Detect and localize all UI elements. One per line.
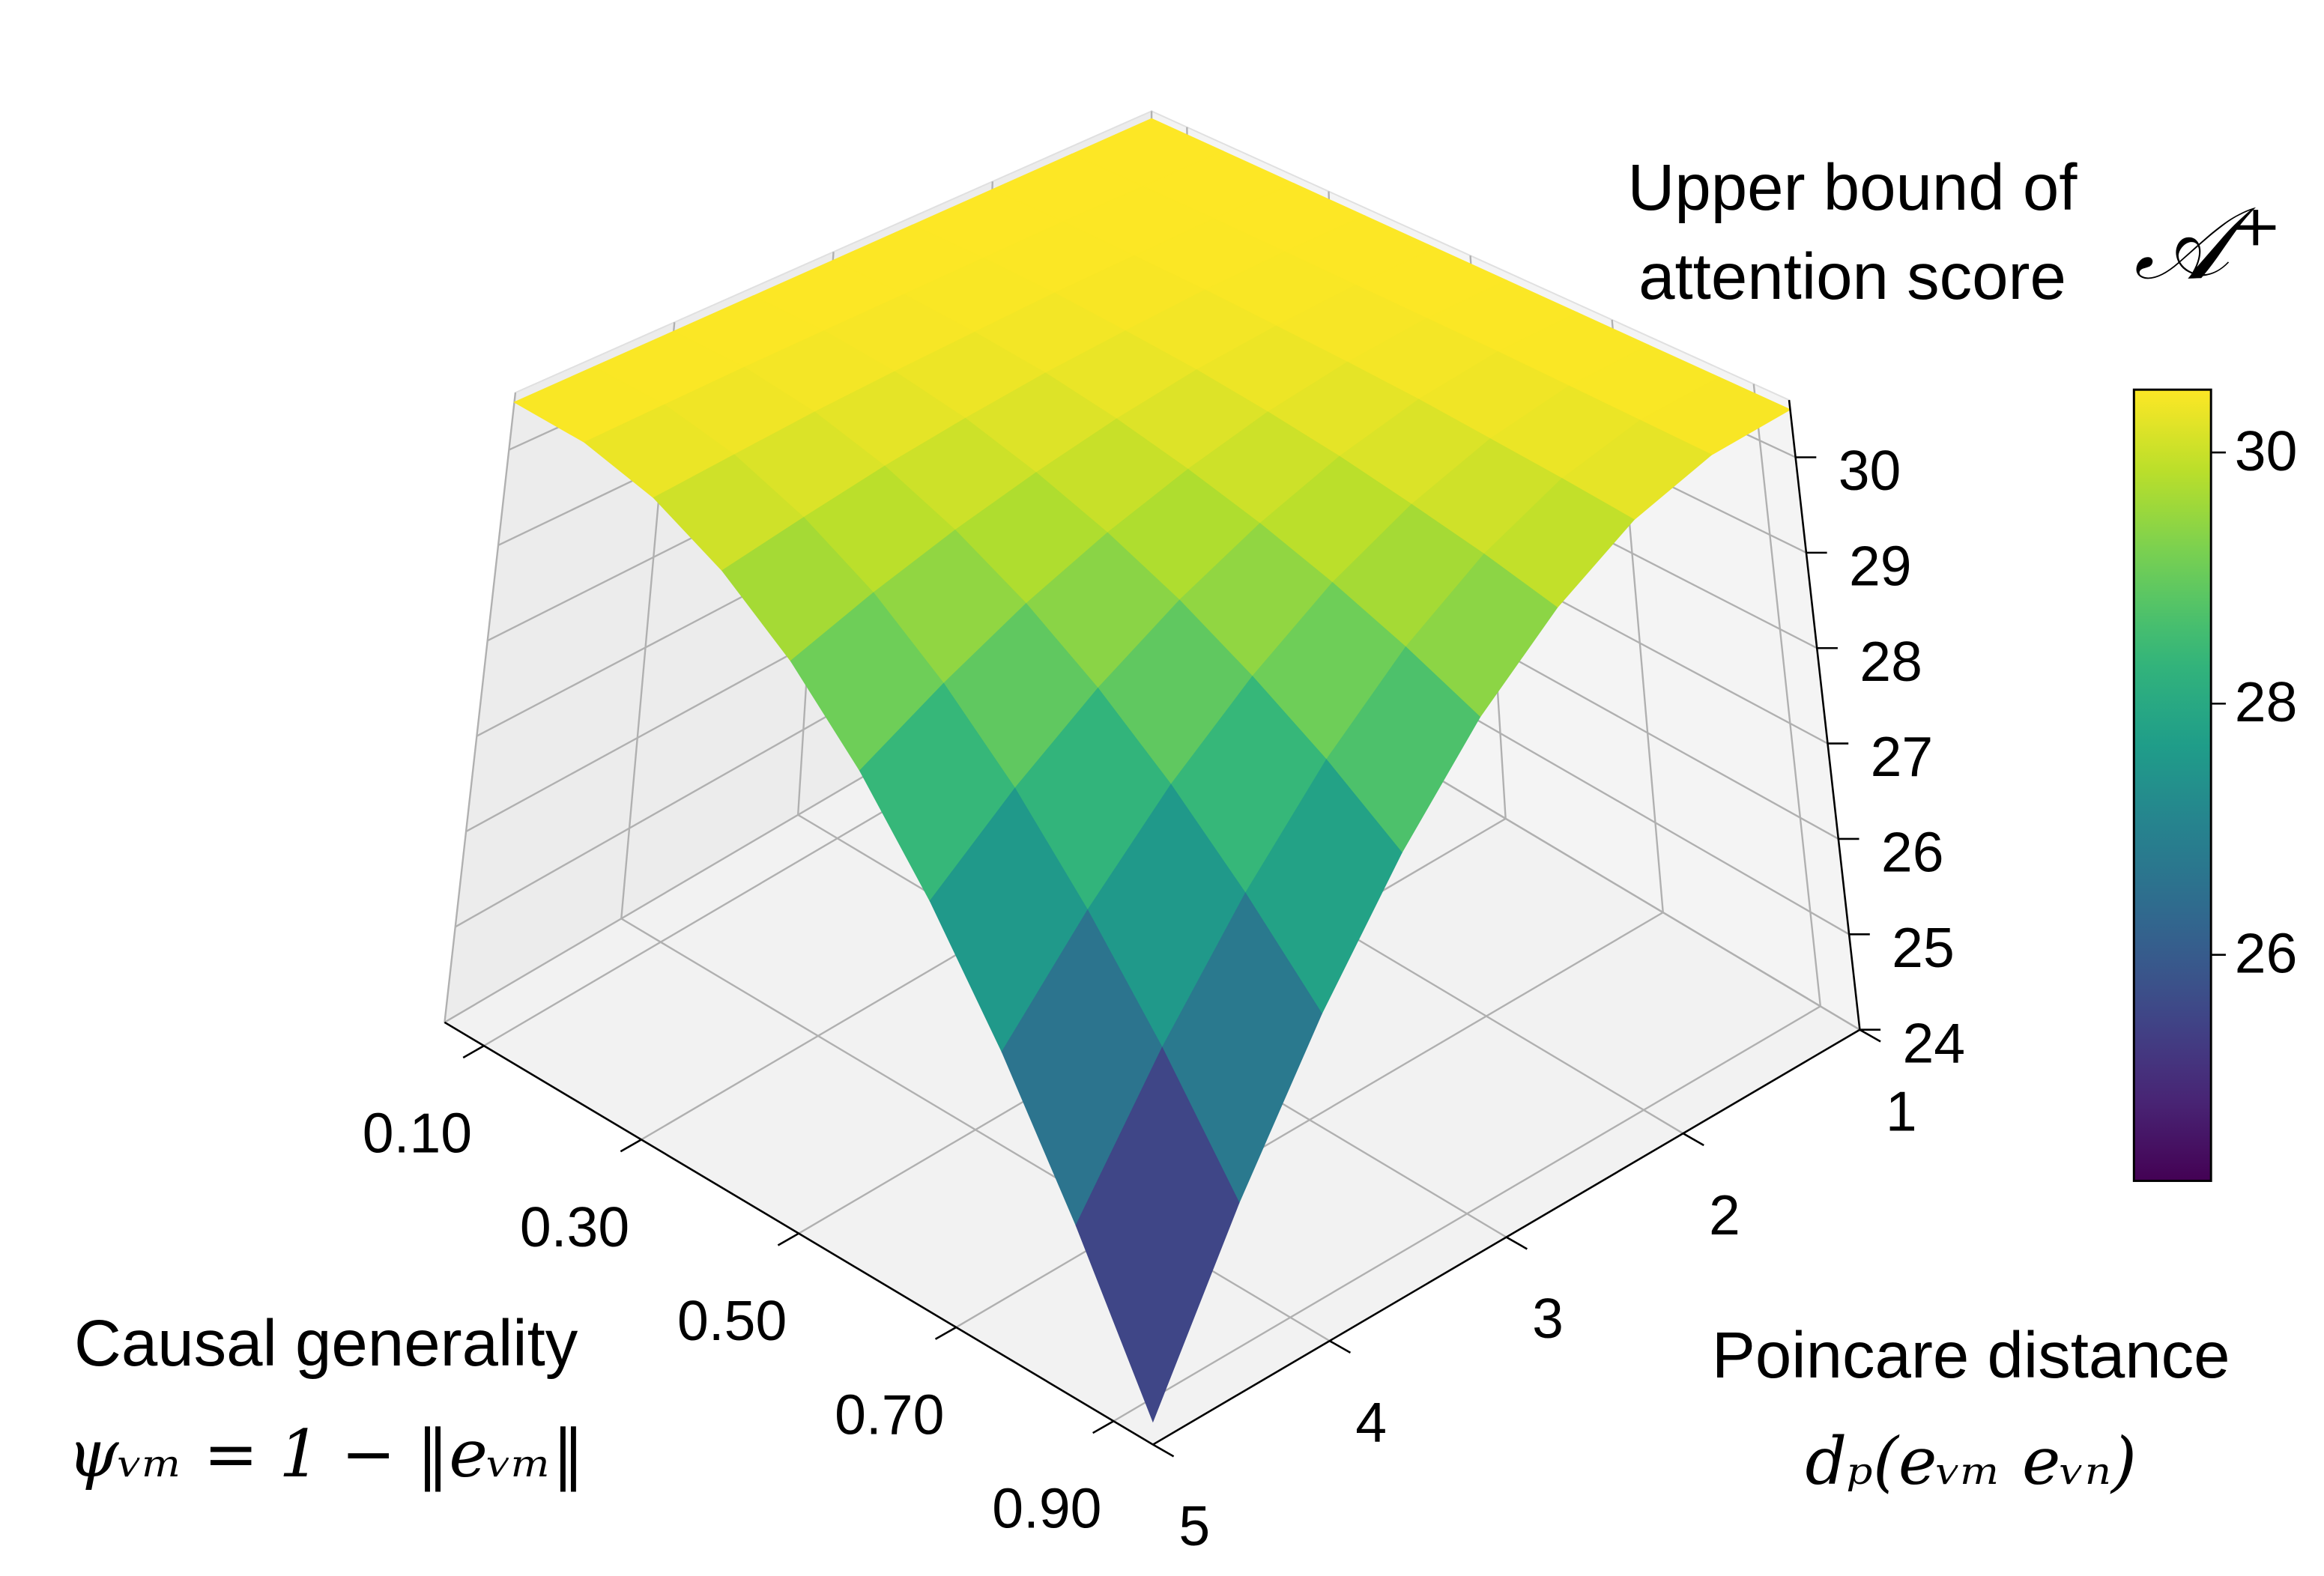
z-tick-label: 29 [1849,534,1912,597]
grid-line [1752,384,1822,1007]
colorbar-tick-label: 28 [2235,670,2298,733]
axes: 0.10 0.30 0.50 0.70 0.90 1 2 3 4 5 24 25 26 27 28 29 30 [363,399,1965,1557]
x-tick-label: 0.10 [363,1102,472,1165]
title-line: attention score [1638,240,2066,313]
y-label: Poincare distance [1712,1319,2230,1392]
x-tick-label: 0.90 [992,1477,1101,1540]
colorbar [2132,388,2212,1182]
colorbar-tick-label: 26 [2235,921,2298,984]
x-tick [1092,1420,1114,1434]
z-axis-line [1788,399,1861,1030]
x-label-math: ψᵥₘ = 1 − ‖eᵥₘ‖ [67,1416,584,1492]
y-tick-label: 5 [1178,1494,1210,1557]
z-tick-label: 27 [1871,725,1934,788]
surface [513,118,1791,1423]
y-label-math: dₚ(eᵥₘ eᵥₙ) [1805,1423,2137,1500]
x-label: Causal generality [74,1307,578,1380]
y-tick [1506,1236,1528,1250]
z-tick-label: 30 [1839,439,1901,502]
x-tick [462,1045,485,1059]
grid-line [444,393,517,1022]
z-label: 𝒜⁺ [2134,184,2282,302]
z-tick-label: 24 [1902,1011,1965,1074]
surface-patch [1075,1046,1240,1423]
y-tick-label: 2 [1709,1183,1740,1246]
y-tick-label: 3 [1532,1287,1564,1350]
z-tick-label: 26 [1881,821,1944,884]
x-tick [620,1139,642,1153]
y-tick [1859,1028,1881,1043]
colorbar-tick-label: 30 [2235,419,2298,482]
y-tick [1152,1443,1175,1458]
x-tick-label: 0.50 [677,1289,787,1352]
y-tick-label: 1 [1886,1079,1917,1142]
title-line: Upper bound of [1628,151,2078,224]
y-tick [1682,1133,1704,1147]
x-tick [934,1326,957,1340]
x-tick-label: 0.30 [520,1195,629,1258]
y-tick [1329,1339,1352,1354]
x-tick [777,1232,799,1246]
z-tick-label: 28 [1859,630,1922,693]
x-tick-label: 0.70 [835,1383,944,1446]
y-tick-label: 4 [1355,1391,1387,1454]
z-tick-label: 25 [1892,916,1955,979]
